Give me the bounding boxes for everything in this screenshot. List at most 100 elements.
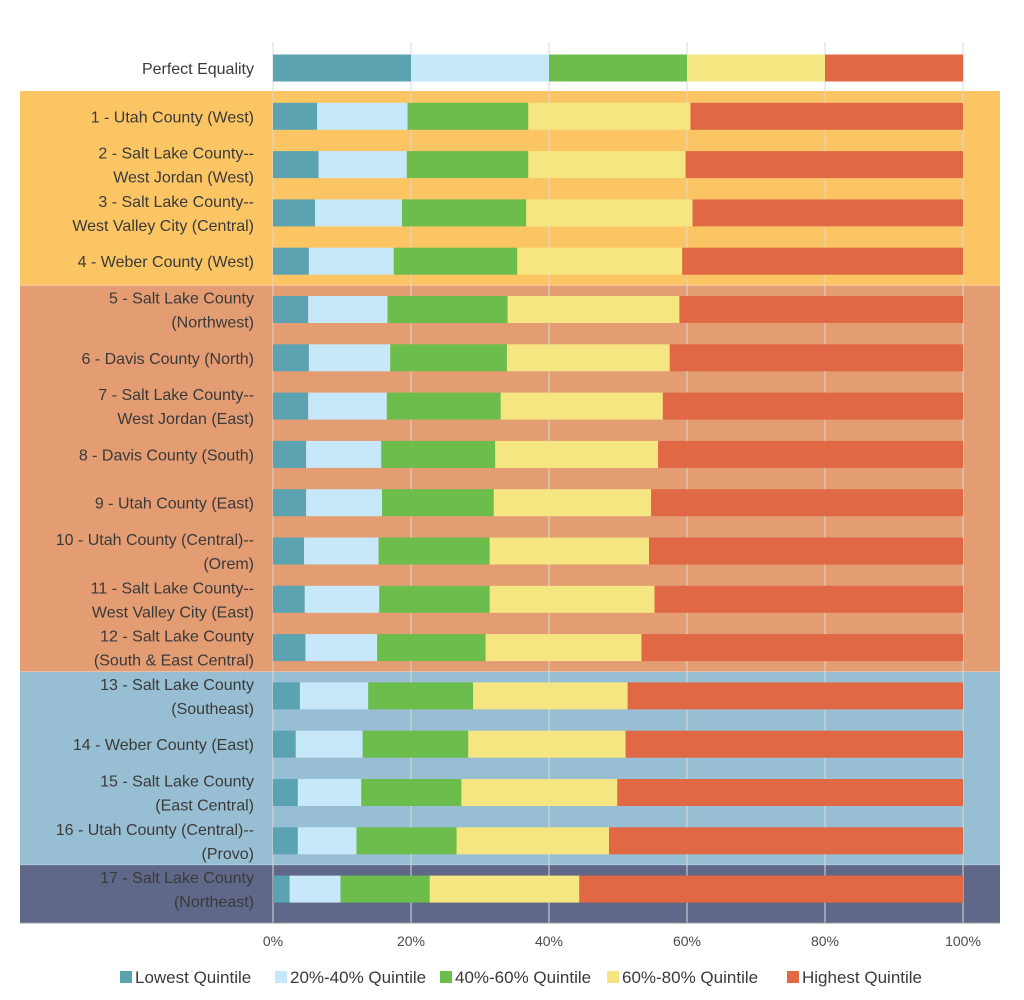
bar-row0-series0	[273, 55, 411, 82]
bar-row1-series4	[690, 103, 963, 130]
bar-row1-series0	[273, 103, 317, 130]
bar-row0-series2	[549, 55, 687, 82]
category-label-16-line-0: 16 - Utah County (Central)--	[56, 822, 254, 839]
bar-row4-series2	[394, 248, 518, 275]
bar-row15-series0	[273, 779, 298, 806]
legend-label-1: 20%-40% Quintile	[290, 968, 426, 987]
legend-label-0: Lowest Quintile	[135, 968, 251, 987]
bar-row5-series4	[679, 296, 963, 323]
bar-row4-series3	[517, 248, 682, 275]
category-label-5-line-0: 5 - Salt Lake County	[109, 291, 254, 308]
bar-row4-series1	[309, 248, 394, 275]
legend-swatch-2	[440, 971, 452, 983]
bar-row8-series0	[273, 441, 306, 468]
category-label-3-line-1: West Valley City (Central)	[72, 218, 254, 235]
bar-row15-series3	[461, 779, 617, 806]
bar-row0-series3	[687, 55, 825, 82]
bar-row13-series0	[273, 682, 300, 709]
bar-row9-series2	[382, 489, 494, 516]
category-label-2-line-1: West Jordan (West)	[113, 170, 254, 187]
bar-row1-series1	[317, 103, 407, 130]
category-label-1-line-0: 1 - Utah County (West)	[91, 109, 254, 126]
bar-row6-series3	[507, 344, 670, 371]
legend-swatch-3	[607, 971, 619, 983]
legend-swatch-1	[275, 971, 287, 983]
bar-row3-series2	[402, 199, 526, 226]
bar-row8-series4	[658, 441, 963, 468]
category-label-4: 4 - Weber County (West)	[78, 254, 254, 271]
bar-row5-series2	[388, 296, 508, 323]
bar-row10-series4	[649, 538, 963, 565]
bar-row13-series1	[300, 682, 368, 709]
bar-row14-series3	[468, 731, 625, 758]
category-label-10-line-1: (Orem)	[203, 556, 254, 573]
bar-row17-series3	[430, 876, 580, 903]
category-label-17-line-1: (Northeast)	[174, 894, 254, 911]
bar-row14-series2	[363, 731, 469, 758]
category-label-3-line-0: 3 - Salt Lake County--	[98, 194, 254, 211]
legend-swatch-4	[787, 971, 799, 983]
bar-row17-series2	[341, 876, 430, 903]
bar-row2-series3	[528, 151, 685, 178]
x-tick-label-5: 100%	[945, 933, 981, 949]
bar-row17-series0	[273, 876, 290, 903]
bar-row15-series4	[617, 779, 963, 806]
bar-row8-series1	[306, 441, 381, 468]
category-label-6-line-0: 6 - Davis County (North)	[82, 351, 255, 368]
category-label-16-line-1: (Provo)	[202, 846, 254, 863]
bar-row5-series0	[273, 296, 308, 323]
bar-row1-series3	[528, 103, 690, 130]
bar-row2-series0	[273, 151, 319, 178]
legend-swatch-0	[120, 971, 132, 983]
bar-row13-series4	[628, 682, 963, 709]
bar-row15-series1	[298, 779, 361, 806]
bar-row11-series0	[273, 586, 305, 613]
bar-row14-series4	[626, 731, 963, 758]
x-tick-label-4: 80%	[811, 933, 839, 949]
category-label-12-line-1: (South & East Central)	[94, 653, 254, 670]
category-label-10-line-0: 10 - Utah County (Central)--	[56, 532, 254, 549]
bar-row12-series1	[305, 634, 377, 661]
bar-row16-series2	[356, 827, 456, 854]
category-label-11-line-0: 11 - Salt Lake County--	[91, 580, 254, 597]
bar-row11-series3	[490, 586, 655, 613]
category-label-13-line-1: (Southeast)	[171, 701, 254, 718]
bar-row0-series4	[825, 55, 963, 82]
bar-row3-series3	[526, 199, 692, 226]
bar-row10-series1	[304, 538, 379, 565]
category-label-1: 1 - Utah County (West)	[91, 109, 254, 126]
bar-row12-series3	[486, 634, 642, 661]
bar-row7-series2	[387, 393, 501, 420]
bar-row8-series3	[495, 441, 658, 468]
bar-row16-series0	[273, 827, 298, 854]
legend-label-2: 40%-60% Quintile	[455, 968, 591, 987]
bar-row9-series4	[651, 489, 963, 516]
bar-row17-series1	[290, 876, 341, 903]
bar-row2-series2	[407, 151, 528, 178]
bar-row3-series0	[273, 199, 315, 226]
x-tick-label-2: 40%	[535, 933, 563, 949]
x-tick-label-3: 60%	[673, 933, 701, 949]
bar-row3-series1	[315, 199, 402, 226]
category-label-2-line-0: 2 - Salt Lake County--	[98, 146, 254, 163]
x-tick-label-1: 20%	[397, 933, 425, 949]
bar-row12-series2	[377, 634, 485, 661]
bar-row13-series3	[473, 682, 628, 709]
category-label-5-line-1: (Northwest)	[171, 315, 254, 332]
bar-row17-series4	[579, 876, 963, 903]
bar-row11-series1	[305, 586, 380, 613]
category-label-9: 9 - Utah County (East)	[95, 496, 254, 513]
bar-row9-series0	[273, 489, 306, 516]
category-label-7-line-0: 7 - Salt Lake County--	[98, 387, 254, 404]
bar-row6-series4	[670, 344, 963, 371]
bar-row6-series1	[309, 344, 390, 371]
bar-row9-series1	[306, 489, 382, 516]
bar-row16-series3	[457, 827, 609, 854]
bar-row5-series1	[308, 296, 387, 323]
bar-row7-series4	[663, 393, 963, 420]
x-tick-label-0: 0%	[263, 933, 283, 949]
bar-row6-series0	[273, 344, 309, 371]
bar-row8-series2	[381, 441, 495, 468]
bar-row0-series1	[411, 55, 549, 82]
legend-label-4: Highest Quintile	[802, 968, 922, 987]
